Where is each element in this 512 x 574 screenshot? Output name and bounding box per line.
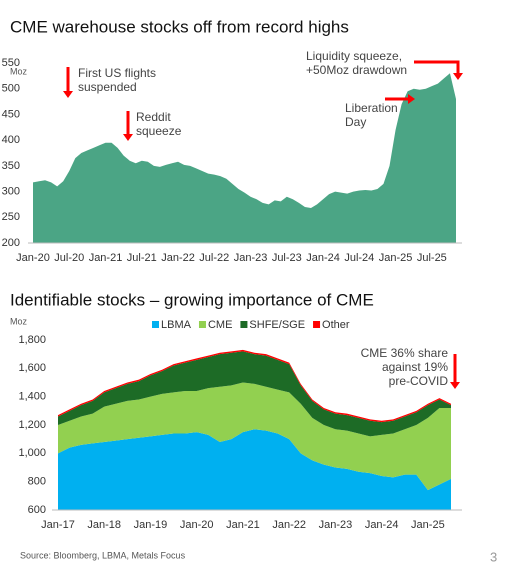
area-band [58, 429, 451, 510]
x-tick-label: Jan-22 [272, 519, 306, 531]
legend-swatch [198, 321, 206, 328]
y-tick-label: 200 [2, 237, 20, 249]
y-tick-label: 550 [2, 57, 20, 69]
annotation: against 19% [382, 360, 448, 374]
y-tick-label: 400 [2, 134, 20, 146]
x-tick-label: Jul-24 [344, 252, 374, 264]
annotation-arrowhead [123, 134, 133, 141]
x-tick-label: Jan-17 [41, 519, 75, 531]
legend-swatch [313, 321, 321, 328]
x-tick-label: Jan-22 [161, 252, 195, 264]
x-tick-label: Jan-21 [89, 252, 123, 264]
y-tick-label: 600 [28, 504, 46, 516]
chart-title: Identifiable stocks – growing importance… [10, 290, 374, 309]
annotation: Reddit [136, 110, 171, 124]
x-tick-label: Jan-21 [226, 519, 260, 531]
y-axis-label: Moz [10, 316, 28, 326]
x-tick-label: Jan-20 [180, 519, 214, 531]
annotation-arrowhead [450, 382, 460, 389]
annotation: suspended [78, 80, 137, 94]
y-tick-label: 1,000 [18, 447, 46, 459]
x-tick-label: Jul-25 [417, 252, 447, 264]
annotation-arrowhead [408, 94, 415, 104]
y-tick-label: 300 [2, 185, 20, 197]
x-tick-label: Jan-24 [306, 252, 340, 264]
y-tick-label: 500 [2, 83, 20, 95]
source: Source: Bloomberg, LBMA, Metals Focus [20, 550, 186, 560]
page-number: 3 [490, 549, 497, 564]
annotation: squeeze [136, 124, 182, 138]
legend-label: Other [322, 319, 350, 331]
x-tick-label: Jul-20 [54, 252, 84, 264]
area-band [58, 351, 451, 437]
x-tick-label: Jan-19 [134, 519, 168, 531]
y-tick-label: 1,200 [18, 419, 46, 431]
x-tick-label: Jan-25 [411, 519, 445, 531]
annotation: +50Moz drawdown [306, 63, 407, 77]
chart-title: CME warehouse stocks off from record hig… [10, 17, 349, 36]
y-tick-label: 250 [2, 211, 20, 223]
y-tick-label: 1,600 [18, 362, 46, 374]
x-tick-label: Jul-22 [199, 252, 229, 264]
x-tick-label: Jan-18 [87, 519, 121, 531]
annotation-arrowhead [453, 73, 463, 80]
annotation: Liquidity squeeze, [306, 49, 402, 63]
x-tick-label: Jul-23 [272, 252, 302, 264]
legend-label: SHFE/SGE [249, 319, 305, 331]
annotation: First US flights [78, 66, 156, 80]
x-tick-label: Jan-23 [319, 519, 353, 531]
x-tick-label: Jan-24 [365, 519, 399, 531]
legend-swatch [152, 321, 159, 328]
legend-swatch [240, 321, 248, 328]
area-band [58, 382, 451, 491]
annotation: Liberation [345, 101, 398, 115]
legend-label: CME [208, 319, 232, 331]
annotation: CME 36% share [361, 346, 449, 360]
y-tick-label: 1,400 [18, 391, 46, 403]
x-tick-label: Jan-23 [234, 252, 268, 264]
y-tick-label: 350 [2, 160, 20, 172]
annotation-arrow [414, 60, 460, 75]
y-axis-label: Moz [10, 66, 28, 76]
area [33, 73, 456, 244]
legend-label: LBMA [161, 319, 192, 331]
annotation: pre-COVID [389, 374, 449, 388]
y-tick-label: 1,800 [18, 334, 46, 346]
x-tick-label: Jul-21 [127, 252, 157, 264]
annotation-arrowhead [63, 91, 73, 98]
y-tick-label: 450 [2, 108, 20, 120]
x-tick-label: Jan-20 [16, 252, 50, 264]
x-tick-label: Jan-25 [379, 252, 413, 264]
y-tick-label: 800 [28, 476, 46, 488]
annotation: Day [345, 115, 366, 129]
